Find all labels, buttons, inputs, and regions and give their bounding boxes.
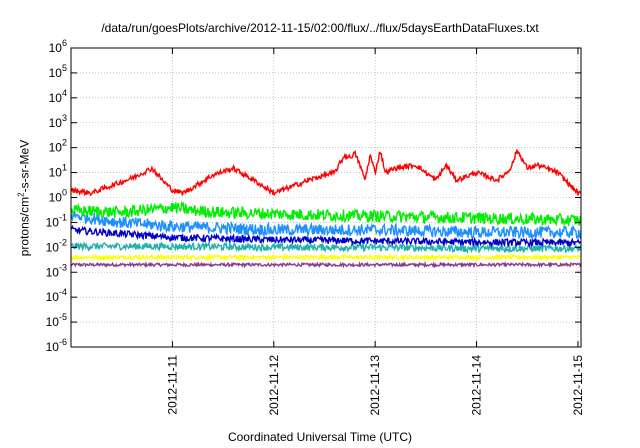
y-tick-exponent: 5 xyxy=(62,63,67,73)
series-line xyxy=(71,149,581,197)
series-line xyxy=(71,210,581,240)
series-line xyxy=(71,200,581,227)
y-tick-label: 10-1 xyxy=(46,212,67,229)
y-tick-label: 101 xyxy=(49,163,67,180)
y-tick-exponent: -3 xyxy=(59,262,67,272)
y-tick-label: 10-6 xyxy=(46,337,67,354)
y-tick-base: 10 xyxy=(49,141,63,155)
x-axis-label: Coordinated Universal Time (UTC) xyxy=(227,430,413,444)
x-tick-label: 2012-11-12 xyxy=(267,355,281,416)
y-tick-base: 10 xyxy=(49,66,63,80)
x-tick-label: 2012-11-15 xyxy=(571,355,585,416)
y-tick-label: 103 xyxy=(49,113,67,130)
y-tick-label: 104 xyxy=(49,88,67,105)
y-tick-label: 10-5 xyxy=(46,312,67,329)
y-tick-exponent: 1 xyxy=(62,163,67,173)
y-tick-base: 10 xyxy=(49,41,63,55)
y-axis-label-tail: -s-sr-MeV xyxy=(17,139,32,193)
y-tick-exponent: 6 xyxy=(62,38,67,48)
series-line xyxy=(71,260,581,269)
y-tick-base: 10 xyxy=(46,265,60,279)
y-tick-exponent: -6 xyxy=(59,337,67,347)
y-tick-label: 100 xyxy=(49,188,67,205)
x-tick-label: 2012-11-14 xyxy=(470,355,484,416)
y-tick-base: 10 xyxy=(46,315,60,329)
y-tick-base: 10 xyxy=(46,240,60,254)
y-tick-label: 105 xyxy=(49,63,67,80)
y-axis-label-main: protons/cm xyxy=(17,196,32,257)
y-axis-label-sup: 2 xyxy=(16,192,26,197)
y-tick-exponent: 4 xyxy=(62,88,67,98)
series-line xyxy=(71,224,581,249)
y-tick-label: 10-4 xyxy=(46,287,67,304)
y-tick-exponent: 2 xyxy=(62,138,67,148)
series-line xyxy=(71,252,581,262)
x-tick-label: 2012-11-13 xyxy=(368,355,382,416)
y-tick-label: 106 xyxy=(49,38,67,55)
y-tick-base: 10 xyxy=(46,215,60,229)
y-tick-base: 10 xyxy=(49,191,63,205)
x-tick-label: 2012-11-11 xyxy=(165,355,179,415)
chart-title: /data/run/goesPlots/archive/2012-11-15/0… xyxy=(101,21,539,35)
y-tick-label: 10-2 xyxy=(46,237,67,254)
y-tick-base: 10 xyxy=(49,166,63,180)
y-tick-base: 10 xyxy=(49,116,63,130)
y-tick-exponent: -4 xyxy=(59,287,67,297)
series-line xyxy=(71,240,581,255)
y-tick-exponent: -5 xyxy=(59,312,67,322)
y-tick-base: 10 xyxy=(46,340,60,354)
y-tick-label: 10-3 xyxy=(46,262,67,279)
y-tick-label: 102 xyxy=(49,138,67,155)
y-tick-exponent: 3 xyxy=(62,113,67,123)
y-axis-label: protons/cm2-s-sr-MeV xyxy=(17,140,32,256)
y-tick-exponent: -1 xyxy=(59,212,67,222)
y-tick-exponent: 0 xyxy=(62,188,67,198)
y-tick-exponent: -2 xyxy=(59,237,67,247)
y-tick-base: 10 xyxy=(46,290,60,304)
y-tick-base: 10 xyxy=(49,91,63,105)
